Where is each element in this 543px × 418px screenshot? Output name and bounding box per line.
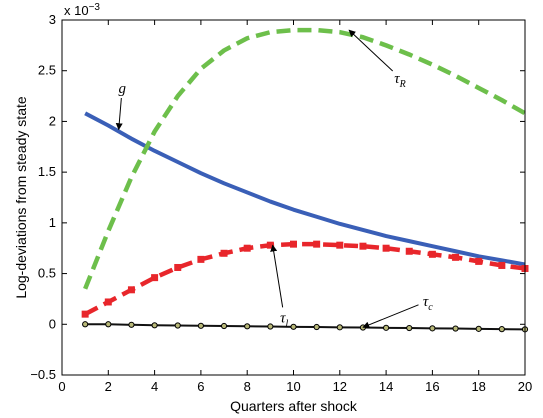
data-point [197, 255, 205, 263]
annotation-arrow [362, 304, 419, 329]
series-0 [84, 111, 526, 267]
annotation-label: τc [423, 294, 433, 313]
data-point [220, 322, 228, 330]
y-tick-label: 2.5 [38, 63, 56, 78]
data-point [220, 249, 228, 257]
tick-layer: 0 2 4 6 8 10 12 14 16 18 20−0.500.511.522.53 [30, 12, 532, 394]
data-point [313, 240, 321, 248]
x-tick-label: 4 [151, 379, 158, 394]
annotation-arrow [115, 97, 123, 131]
annotation-main: τ [394, 71, 400, 87]
data-point [405, 247, 413, 255]
data-point [174, 322, 181, 329]
data-point [151, 322, 158, 329]
data-point [290, 240, 297, 248]
annotation-1: τR [348, 29, 406, 90]
data-point [475, 325, 482, 332]
x-tick-label: 14 [379, 379, 393, 394]
x-tick-label: 2 [105, 379, 112, 394]
data-point [197, 322, 204, 329]
annotation-arrow [348, 29, 394, 72]
data-point [244, 323, 251, 330]
data-point [498, 326, 505, 333]
data-point [498, 261, 506, 269]
series-layer [81, 27, 529, 333]
x-tick-label: 20 [518, 379, 532, 394]
x-tick-label: 16 [425, 379, 439, 394]
series-1 [83, 27, 527, 290]
annotation-main: g [118, 81, 126, 97]
data-point [105, 321, 112, 328]
data-point [267, 323, 274, 330]
x-tick-label: 8 [244, 379, 251, 394]
annotation-subscript: c [428, 302, 433, 313]
data-point [81, 310, 89, 318]
annotation-subscript: l [286, 318, 289, 329]
annotation-main: τ [280, 310, 286, 326]
y-tick-label: 3 [49, 12, 56, 27]
data-point [336, 241, 344, 249]
annotation-main: τ [423, 294, 429, 310]
plot-background [62, 20, 525, 375]
data-point [382, 244, 390, 252]
data-point [82, 321, 89, 328]
y-tick-label: −0.5 [30, 367, 56, 382]
data-point [429, 325, 436, 332]
annotation-3: τc [362, 294, 433, 329]
data-point [128, 321, 135, 328]
y-tick-label: 2 [49, 113, 56, 128]
series-line [84, 241, 526, 317]
y-tick-label: 1.5 [38, 164, 56, 179]
data-point [428, 250, 436, 258]
y-tick-label: 1 [49, 215, 56, 230]
data-point [359, 242, 367, 250]
data-point [313, 323, 320, 331]
x-tick-label: 10 [286, 379, 300, 394]
series-line [83, 27, 527, 290]
data-point [475, 257, 483, 265]
y-tick-label: 0.5 [38, 266, 56, 281]
series-line [84, 111, 526, 267]
data-point [383, 324, 390, 331]
data-point [452, 325, 459, 332]
x-tick-label: 18 [471, 379, 485, 394]
y-multiplier-exponent: −3 [89, 2, 101, 13]
x-axis-label: Quarters after shock [230, 398, 358, 414]
series-3 [82, 321, 529, 333]
annotation-arrow [270, 244, 284, 308]
data-point [243, 244, 251, 252]
y-tick-label: 0 [49, 316, 56, 331]
data-point [359, 324, 367, 331]
annotation-label: τR [394, 71, 405, 90]
y-multiplier-base: x 10 [64, 3, 89, 18]
data-point [174, 263, 182, 271]
annotation-subscript: R [399, 79, 406, 90]
y-axis-label: Log-deviations from steady state [13, 96, 29, 299]
x-tick-label: 12 [333, 379, 347, 394]
series-line [85, 323, 526, 331]
y-multiplier-label: x 10−3 [64, 2, 100, 18]
x-tick-label: 6 [197, 379, 204, 394]
x-tick-label: 0 [58, 379, 65, 394]
series-2 [81, 240, 529, 318]
data-point [406, 324, 413, 332]
data-point [452, 253, 460, 261]
data-point [127, 286, 135, 294]
data-point [290, 323, 297, 330]
data-point [104, 298, 112, 306]
data-point [336, 324, 343, 331]
data-point [151, 274, 159, 282]
annotation-2: τl [270, 244, 289, 329]
annotation-label: τl [280, 310, 288, 329]
annotation-label: g [118, 81, 126, 97]
annotation-0: g [115, 81, 126, 131]
